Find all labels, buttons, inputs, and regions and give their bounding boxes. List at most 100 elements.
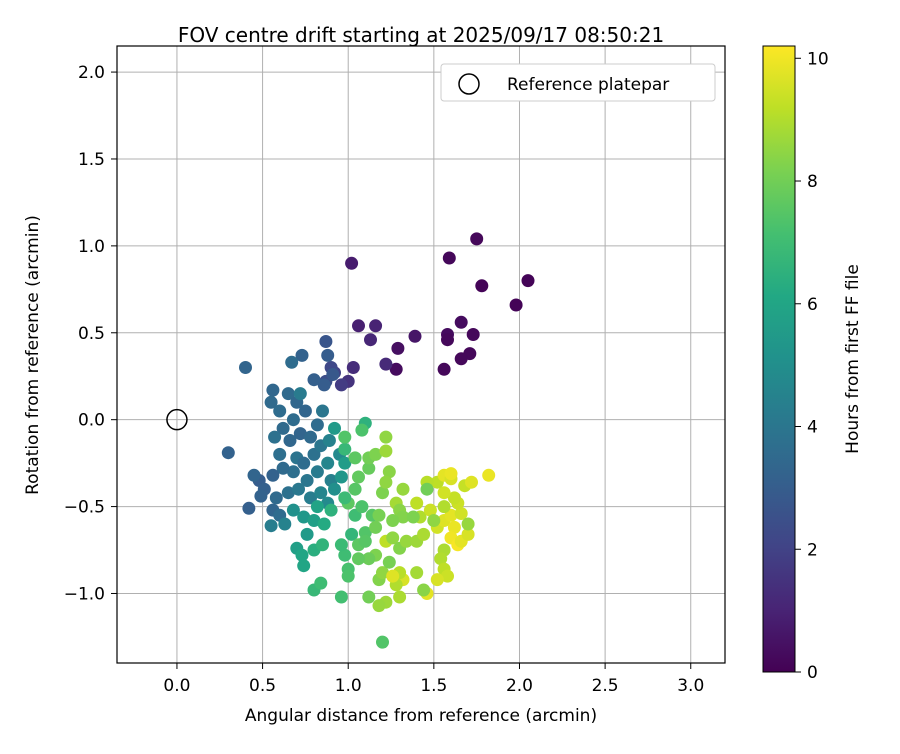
x-tick-label: 0.5 — [249, 676, 276, 696]
data-point — [379, 444, 393, 458]
x-tick-label: 2.5 — [592, 676, 619, 696]
legend: Reference platepar — [440, 63, 716, 102]
data-point — [254, 489, 268, 503]
data-point — [386, 531, 400, 545]
colorbar-label: Hours from first FF file — [843, 264, 863, 454]
data-point — [427, 514, 441, 527]
data-point — [386, 569, 400, 583]
data-point — [372, 599, 386, 613]
data-point — [341, 569, 355, 583]
data-point — [283, 434, 297, 447]
data-point — [461, 517, 475, 531]
x-tick-label: 2.0 — [506, 676, 533, 696]
data-point — [447, 520, 461, 534]
colorbar-tick-label: 0 — [807, 663, 818, 683]
data-point — [276, 461, 290, 475]
x-tick-label: 0.0 — [163, 676, 190, 696]
data-point — [264, 519, 278, 533]
data-point — [430, 573, 444, 587]
x-tick-label: 1.5 — [420, 676, 447, 696]
data-point — [264, 395, 278, 409]
data-point — [454, 507, 468, 520]
data-point — [338, 430, 352, 444]
data-point — [396, 482, 410, 496]
data-point — [314, 486, 328, 500]
data-point — [447, 491, 461, 505]
data-point — [406, 510, 420, 524]
data-points — [221, 232, 535, 649]
data-point — [454, 315, 468, 329]
chart-title: FOV centre drift starting at 2025/09/17 … — [178, 23, 664, 47]
data-point — [442, 251, 456, 265]
data-point — [281, 486, 295, 500]
y-axis-label: Rotation from reference (arcmin) — [23, 215, 43, 495]
data-point — [345, 527, 359, 541]
data-point — [386, 514, 400, 527]
data-point — [317, 378, 331, 392]
data-point — [382, 555, 396, 569]
data-point — [408, 329, 422, 343]
data-point — [396, 510, 410, 524]
data-point — [310, 418, 324, 432]
data-point — [369, 447, 383, 461]
data-point — [273, 447, 287, 461]
data-point — [369, 520, 383, 534]
data-point — [444, 508, 458, 522]
data-point — [268, 430, 282, 444]
y-tick-label: 1.0 — [78, 237, 105, 257]
data-point — [314, 576, 328, 590]
legend-label: Reference platepar — [507, 75, 669, 95]
data-point — [328, 482, 341, 496]
data-point — [391, 341, 405, 355]
data-point — [348, 451, 362, 465]
data-point — [242, 501, 256, 515]
y-tick-label: 0.5 — [78, 324, 105, 344]
data-point — [509, 298, 523, 312]
data-point — [307, 514, 321, 527]
data-point — [310, 500, 324, 514]
data-point — [475, 279, 489, 293]
data-point — [437, 500, 451, 514]
data-point — [304, 491, 317, 505]
y-tick-label: −0.5 — [64, 498, 105, 518]
data-point — [376, 635, 389, 649]
data-point — [297, 559, 311, 573]
y-tick-label: −1.0 — [64, 584, 105, 604]
data-point — [362, 590, 376, 604]
data-point — [423, 503, 437, 517]
x-axis-ticks: 0.0 0.5 1.0 1.5 2.0 2.5 3.0 — [163, 663, 704, 696]
data-point — [300, 474, 314, 487]
reference-platepar-marker — [166, 408, 188, 431]
data-point — [417, 583, 431, 597]
data-point — [295, 348, 309, 362]
data-point — [399, 534, 413, 548]
data-point — [466, 328, 480, 341]
colorbar-tick-label: 10 — [807, 49, 829, 69]
data-point — [355, 423, 369, 437]
x-tick-label: 3.0 — [677, 676, 704, 696]
data-point — [285, 355, 299, 369]
data-point — [286, 465, 300, 479]
data-point — [324, 503, 338, 517]
data-point — [334, 470, 348, 484]
data-point — [295, 548, 309, 562]
data-point — [304, 430, 317, 444]
data-point — [307, 373, 321, 387]
data-point — [362, 552, 376, 566]
data-point — [376, 566, 389, 580]
data-point — [355, 500, 369, 514]
data-point — [328, 421, 341, 435]
y-axis-ticks: −1.0 −0.5 0.0 0.5 1.0 1.5 2.0 — [64, 63, 117, 604]
data-point — [292, 482, 305, 496]
data-point — [286, 503, 300, 517]
data-point — [300, 527, 314, 541]
data-point — [364, 333, 377, 347]
legend-box — [440, 63, 716, 102]
y-tick-label: 0.0 — [78, 411, 105, 431]
x-tick-label: 1.0 — [335, 676, 362, 696]
data-point — [321, 348, 335, 362]
data-point — [379, 430, 393, 444]
legend-marker — [458, 73, 480, 95]
data-point — [293, 387, 307, 401]
data-point — [334, 590, 348, 604]
